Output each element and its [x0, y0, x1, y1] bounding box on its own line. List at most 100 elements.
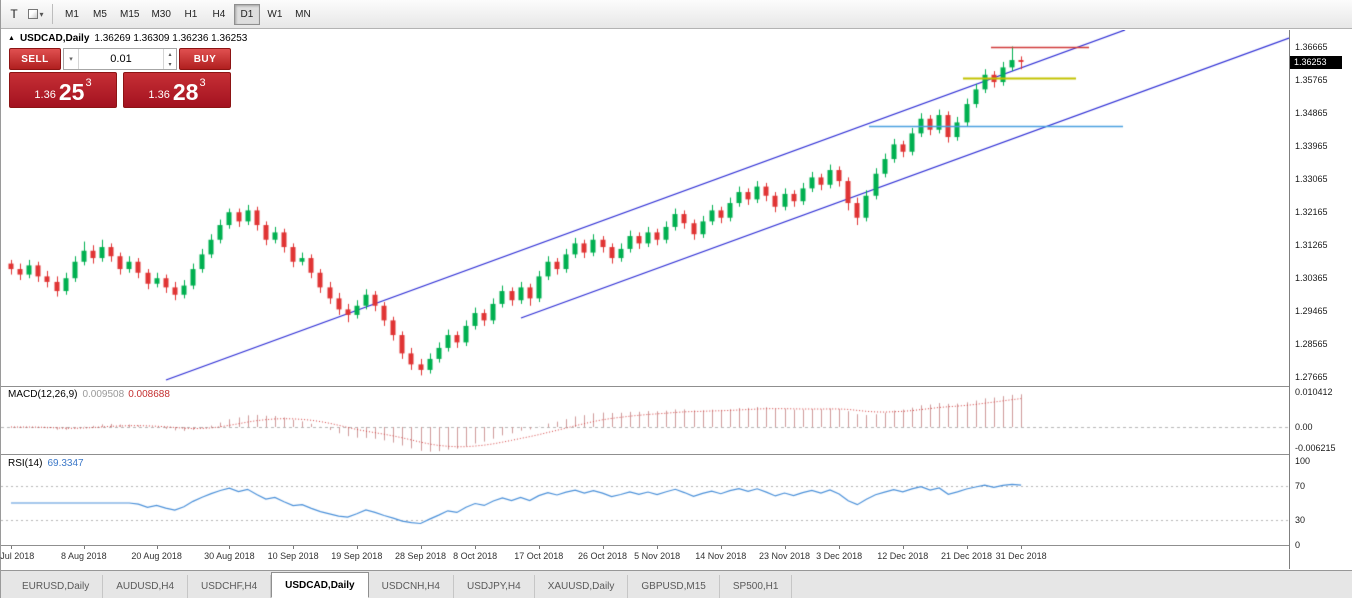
sell-button[interactable]: SELL: [9, 48, 61, 70]
date-axis-label: 19 Sep 2018: [331, 551, 383, 561]
chart-tabs-bar: EURUSD,Daily AUDUSD,H4 USDCHF,H4 USDCAD,Dai…: [1, 570, 1352, 598]
sell-price-pipette: 3: [85, 77, 92, 89]
timeframe-button-MN[interactable]: MN: [295, 8, 311, 20]
axis-label: 30: [1295, 514, 1306, 525]
current-price-marker: 1.36253: [1290, 55, 1342, 69]
axis-label: 70: [1295, 481, 1306, 492]
date-axis-label: 26 Oct 2018: [577, 551, 628, 561]
axis-label: 1.28565: [1295, 338, 1328, 349]
one-click-trading-panel: SELL ▾ 0.01 ▴ ▾ BUY 1.36 25 3 1.36 28 3: [9, 48, 231, 108]
date-axis-tick: [966, 546, 968, 549]
chart-tab-USDCAD-Daily[interactable]: USDCAD,Daily: [271, 572, 369, 598]
date-axis-tick: [420, 546, 422, 549]
buy-price-pips: 28: [172, 79, 199, 106]
date-axis-label: 8 Aug 2018: [61, 551, 107, 561]
date-axis[interactable]: 27 Jul 2018 8 Aug 2018 20 Aug 2018 30 Aug 2…: [0, 546, 1289, 569]
macd-name: MACD(12,26,9): [8, 389, 78, 400]
timeframe-button-M5[interactable]: M5: [93, 8, 107, 20]
chart-expand-icon[interactable]: ▲: [8, 35, 15, 42]
timeframe-button-M15[interactable]: M15: [120, 8, 140, 20]
volume-down-icon[interactable]: ▾: [168, 61, 172, 68]
timeframe-button-W1[interactable]: W1: [267, 8, 283, 20]
chart-ohlc-values: 1.36269 1.36309 1.36236 1.36253: [94, 33, 248, 44]
timeframe-toolbar: M1 M5 M15 M30 H1 H4 D1 W1 MN: [58, 3, 317, 25]
axis-label: 1.35765: [1295, 74, 1328, 85]
axis-label: 1.27665: [1295, 371, 1328, 382]
axis-label: 0.00: [1295, 422, 1313, 432]
chart-tab-EURUSD-Daily[interactable]: EURUSD,Daily: [9, 575, 104, 598]
price-axis-border: [1289, 30, 1290, 569]
date-axis-tick: [475, 546, 477, 549]
text-tool-icon[interactable]: T: [10, 7, 18, 21]
axis-label: 100: [1295, 456, 1311, 466]
timeframe-button-H4[interactable]: H4: [212, 8, 226, 20]
date-axis-tick: [1021, 546, 1023, 549]
date-axis-tick: [356, 546, 358, 549]
timeframe-button-M1[interactable]: M1: [65, 8, 79, 20]
chart-tab-GBPUSD-M15[interactable]: GBPUSD,M15: [628, 575, 720, 598]
rsi-name: RSI(14): [8, 458, 43, 469]
date-axis-tick: [229, 546, 231, 549]
date-axis-tick: [83, 546, 85, 549]
date-axis-tick: [156, 546, 158, 549]
volume-up-icon[interactable]: ▴: [168, 51, 172, 58]
chart-symbol-label: USDCAD,Daily: [19, 33, 90, 44]
axis-label: 1.31265: [1295, 239, 1328, 250]
axis-label: 1.32165: [1295, 206, 1328, 217]
sell-price-display[interactable]: 1.36 25 3: [9, 72, 117, 108]
axis-label: -0.006215: [1295, 443, 1336, 454]
axis-label: 0.010412: [1295, 386, 1333, 397]
axis-label: 1.30365: [1295, 272, 1328, 283]
timeframe-button-H1[interactable]: H1: [184, 8, 198, 20]
toolbar-separator: [52, 4, 53, 24]
date-axis-tick: [657, 546, 659, 549]
chart-tab-USDCNH-H4[interactable]: USDCNH,H4: [369, 575, 454, 598]
date-axis-tick: [720, 546, 722, 549]
date-axis-tick: [784, 546, 786, 549]
date-axis-label: 23 Nov 2018: [758, 551, 811, 561]
axis-label: 1.34865: [1295, 107, 1328, 118]
axis-label: 1.36665: [1295, 41, 1328, 52]
chart-header: ▲ USDCAD,Daily 1.36269 1.36309 1.36236 1…: [8, 33, 247, 44]
volume-value[interactable]: 0.01: [110, 53, 132, 65]
date-axis-label: 5 Nov 2018: [634, 551, 681, 561]
pen-shape-icon: [28, 9, 39, 19]
axis-label: 0: [1295, 540, 1301, 550]
date-axis-label: 31 Dec 2018: [995, 551, 1047, 561]
date-axis-tick: [11, 546, 12, 549]
top-toolbar: T ▾ M1 M5 M15 M30 H1 H4 D1 W1 MN: [1, 0, 1352, 29]
date-axis-label: 12 Dec 2018: [877, 551, 929, 561]
rsi-indicator-canvas[interactable]: [1, 456, 1289, 545]
date-axis-label: 28 Sep 2018: [394, 551, 447, 561]
chart-tab-USDCHF-H4[interactable]: USDCHF,H4: [188, 575, 272, 598]
date-axis-label: 3 Dec 2018: [816, 551, 863, 561]
buy-price-display[interactable]: 1.36 28 3: [123, 72, 231, 108]
date-axis-label: 17 Oct 2018: [514, 551, 564, 561]
date-axis-tick: [293, 546, 295, 549]
chart-tab-SP500-H1[interactable]: SP500,H1: [720, 575, 793, 598]
panel-divider[interactable]: [1, 386, 1352, 387]
chart-tab-AUDUSD-H4[interactable]: AUDUSD,H4: [103, 575, 189, 598]
volume-spinner[interactable]: ▾ 0.01 ▴ ▾: [63, 48, 177, 70]
date-axis-label: 20 Aug 2018: [131, 551, 182, 561]
panel-divider[interactable]: [1, 545, 1352, 546]
timeframe-button-M30[interactable]: M30: [151, 8, 171, 20]
chart-tab-USDJPY-H4[interactable]: USDJPY,H4: [454, 575, 535, 598]
axis-label: 1.33965: [1295, 140, 1328, 151]
drawing-tools-icon[interactable]: ▾: [26, 3, 46, 25]
macd-signal-value: 0.008688: [128, 389, 170, 400]
date-axis-tick: [538, 546, 540, 549]
date-axis-tick: [902, 546, 904, 549]
date-axis-label: 27 Jul 2018: [0, 551, 35, 561]
chart-tab-XAUUSD-Daily[interactable]: XAUUSD,Daily: [535, 575, 629, 598]
date-axis-tick: [602, 546, 604, 549]
panel-divider[interactable]: [1, 454, 1352, 455]
timeframe-button-D1[interactable]: D1: [233, 3, 260, 25]
date-axis-label: 8 Oct 2018: [453, 551, 498, 561]
macd-indicator-canvas[interactable]: [1, 387, 1289, 454]
buy-button[interactable]: BUY: [179, 48, 231, 70]
volume-dropdown-icon[interactable]: ▾: [64, 49, 79, 69]
macd-label: MACD(12,26,9) 0.009508 0.008688: [8, 389, 170, 400]
volume-steppers[interactable]: ▴ ▾: [163, 49, 176, 69]
